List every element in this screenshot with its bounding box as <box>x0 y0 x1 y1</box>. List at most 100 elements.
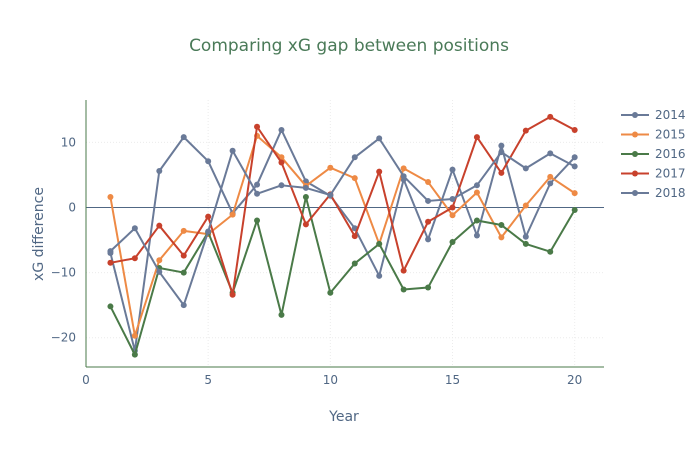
legend-swatch-marker <box>632 190 638 196</box>
data-point-2016 <box>351 260 358 267</box>
data-point-2015 <box>498 234 505 241</box>
data-point-2015 <box>571 190 578 197</box>
legend-label: 2016 <box>655 147 686 161</box>
data-point-2016 <box>278 311 285 318</box>
data-point-2018 <box>522 165 529 172</box>
series-line-2015 <box>109 134 576 337</box>
data-point-2016 <box>473 217 480 224</box>
series-line-2018 <box>109 137 576 307</box>
data-point-2016 <box>522 240 529 247</box>
data-point-2015 <box>107 194 114 201</box>
data-point-2016 <box>327 289 334 296</box>
data-point-2018 <box>156 268 163 275</box>
x-tick-label: 10 <box>323 373 338 387</box>
data-point-2017 <box>571 126 578 133</box>
y-axis-title: xG difference <box>31 187 47 281</box>
legend-item-2018[interactable]: 2018 <box>621 186 686 200</box>
data-point-2018 <box>254 190 261 197</box>
data-point-2017 <box>473 134 480 141</box>
data-point-2017 <box>180 252 187 259</box>
legend-label: 2014 <box>655 108 686 122</box>
data-point-2018 <box>229 147 236 154</box>
data-point-2015 <box>522 202 529 209</box>
data-point-2014 <box>254 181 261 188</box>
series-2016 <box>107 194 578 358</box>
data-point-2018 <box>400 173 407 180</box>
data-point-2015 <box>229 211 236 218</box>
data-point-2017 <box>376 168 383 175</box>
data-point-2014 <box>278 126 285 133</box>
data-point-2016 <box>254 217 261 224</box>
data-point-2017 <box>229 291 236 298</box>
data-point-2016 <box>131 351 138 358</box>
data-point-2018 <box>376 135 383 142</box>
legend-item-2014[interactable]: 2014 <box>621 108 686 122</box>
data-point-2016 <box>498 222 505 229</box>
data-point-2014 <box>473 232 480 239</box>
data-point-2016 <box>425 284 432 291</box>
x-tick-label: 0 <box>82 373 90 387</box>
data-point-2016 <box>107 303 114 310</box>
data-point-2015 <box>351 175 358 182</box>
chart-title: Comparing xG gap between positions <box>189 36 509 56</box>
data-point-2017 <box>278 159 285 166</box>
legend-label: 2017 <box>655 167 686 181</box>
data-point-2017 <box>547 113 554 120</box>
data-point-2018 <box>278 182 285 189</box>
data-point-2016 <box>302 194 309 201</box>
data-point-2014 <box>449 166 456 173</box>
data-point-2014 <box>522 233 529 240</box>
x-axis-title: Year <box>328 409 359 425</box>
y-tick-label: −20 <box>51 331 76 345</box>
legend-item-2015[interactable]: 2015 <box>621 128 686 142</box>
data-point-2015 <box>180 227 187 234</box>
legend[interactable]: 2014 2015 2016 2017 2018 <box>621 108 686 200</box>
legend-swatch-marker <box>632 151 638 157</box>
data-point-2018 <box>180 302 187 309</box>
data-point-2017 <box>302 221 309 228</box>
data-point-2017 <box>449 204 456 211</box>
x-tick-label: 5 <box>204 373 212 387</box>
data-point-2018 <box>107 248 114 255</box>
series-line-2017 <box>110 115 576 296</box>
legend-swatch-marker <box>632 112 638 118</box>
data-point-2015 <box>425 179 432 186</box>
legend-swatch-marker <box>632 170 638 177</box>
data-point-2014 <box>571 154 578 161</box>
data-point-2017 <box>254 123 261 130</box>
data-point-2018 <box>351 154 358 161</box>
data-point-2015 <box>400 165 407 172</box>
legend-swatch-marker <box>632 131 638 138</box>
data-point-2014 <box>498 142 505 149</box>
axes: 0 5 10 15 20 −20 −10 0 10 <box>51 100 604 387</box>
data-point-2017 <box>351 233 358 240</box>
data-point-2018 <box>547 150 554 157</box>
data-point-2015 <box>547 173 554 180</box>
data-point-2018 <box>473 182 480 189</box>
data-point-2018 <box>571 163 578 170</box>
data-point-2017 <box>400 267 407 274</box>
data-point-2014 <box>376 272 383 279</box>
legend-label: 2018 <box>655 186 686 200</box>
legend-item-2017[interactable]: 2017 <box>621 167 686 181</box>
legend-item-2016[interactable]: 2016 <box>621 147 686 161</box>
data-point-2014 <box>205 158 212 165</box>
data-point-2018 <box>302 184 309 191</box>
data-point-2017 <box>107 259 114 266</box>
data-point-2015 <box>131 332 138 339</box>
data-point-2017 <box>425 218 432 225</box>
data-point-2016 <box>376 240 383 247</box>
data-point-2017 <box>498 169 505 176</box>
data-point-2016 <box>400 286 407 293</box>
data-point-2015 <box>156 257 163 264</box>
data-point-2014 <box>547 180 554 187</box>
y-tick-label: 0 <box>68 200 76 214</box>
x-tick-label: 15 <box>445 373 460 387</box>
y-tick-label: −10 <box>51 266 76 280</box>
data-point-2016 <box>547 248 554 255</box>
data-point-2018 <box>205 228 212 235</box>
data-point-2016 <box>571 207 578 214</box>
grid <box>86 100 604 367</box>
